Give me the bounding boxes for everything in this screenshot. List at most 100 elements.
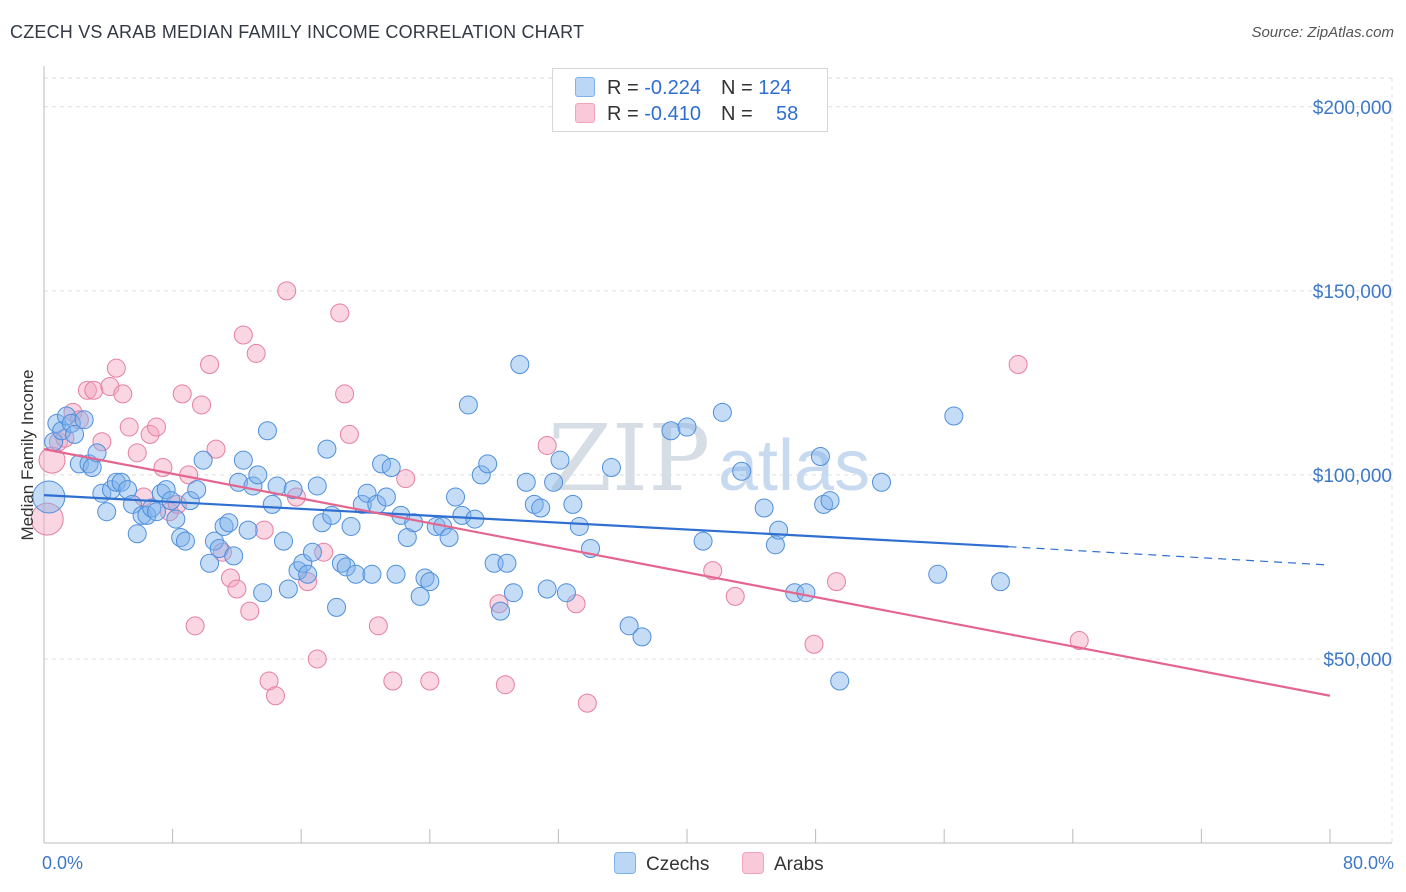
czech-point — [990, 572, 1010, 592]
czech-point — [346, 564, 366, 584]
czech-point — [550, 450, 570, 470]
czech-point — [327, 597, 347, 617]
czech-point — [471, 465, 491, 485]
czech-point — [810, 447, 830, 466]
arab-point — [185, 616, 205, 636]
czech-point — [381, 458, 401, 478]
arab-point — [265, 686, 285, 706]
arab-point — [826, 572, 846, 592]
arab-point — [1008, 354, 1028, 374]
czech-point — [147, 502, 167, 522]
czech-point — [302, 542, 322, 562]
czech-point — [516, 472, 536, 492]
arab-point — [30, 502, 64, 536]
arab-point — [140, 424, 160, 444]
czechs-trend-line — [43, 494, 1009, 548]
czech-point — [420, 572, 440, 592]
czech-point — [127, 524, 147, 544]
czech-point — [524, 494, 544, 514]
czech-point — [187, 480, 207, 500]
arab-point — [77, 380, 97, 400]
czech-point — [765, 535, 785, 555]
czech-point — [238, 520, 258, 540]
arab-point — [172, 384, 192, 404]
arab-point — [495, 675, 515, 695]
watermark-atlas: atlas — [718, 426, 870, 506]
arabs-swatch — [575, 103, 595, 123]
czech-point — [298, 564, 318, 584]
czech-point — [74, 410, 94, 430]
y-tick-label: $200,000 — [1313, 98, 1392, 119]
czech-point — [336, 557, 356, 577]
trend-lines — [43, 448, 1331, 697]
n-value-arabs: 58 — [775, 103, 799, 125]
czech-point — [317, 439, 337, 459]
y-tick-label: $100,000 — [1313, 466, 1392, 487]
czech-point — [257, 421, 277, 441]
arab-point — [420, 671, 440, 691]
arab-point — [200, 354, 220, 374]
y-tick-label: $50,000 — [1323, 650, 1392, 671]
czech-point — [87, 443, 107, 463]
czech-point — [224, 546, 244, 566]
czech-point — [111, 472, 131, 492]
czech-point — [193, 450, 213, 470]
czech-point — [944, 406, 964, 426]
czech-point — [253, 583, 273, 603]
czech-point — [556, 583, 576, 603]
czech-point — [677, 417, 697, 437]
czech-point — [386, 564, 406, 584]
czech-point — [262, 494, 282, 514]
czech-point — [497, 553, 517, 573]
arab-point — [339, 424, 359, 444]
y-tick-labels: $50,000 $100,000 $150,000 $200,000 — [1313, 98, 1392, 671]
czech-point — [312, 513, 332, 533]
czech-point — [278, 579, 298, 599]
czech-point — [97, 502, 117, 522]
arab-point — [206, 439, 226, 459]
arab-point — [227, 579, 247, 599]
arab-point — [254, 520, 274, 540]
czech-point — [458, 395, 478, 415]
r-label: R = — [607, 103, 639, 125]
czech-point — [510, 354, 530, 374]
arab-point — [383, 671, 403, 691]
czech-point — [307, 476, 327, 496]
arab-point — [330, 303, 350, 323]
czech-point — [537, 579, 557, 599]
arab-point — [92, 432, 112, 452]
arab-point — [298, 572, 318, 592]
arab-point — [220, 568, 240, 588]
arab-point — [240, 601, 260, 621]
czech-point — [928, 564, 948, 584]
czech-point — [830, 671, 850, 691]
czech-point — [872, 472, 892, 492]
czech-point — [274, 531, 294, 551]
watermark-zip: ZIP — [548, 405, 710, 512]
czech-point — [410, 586, 430, 606]
arab-point — [147, 417, 167, 437]
czech-point — [491, 601, 511, 621]
czech-point — [156, 480, 176, 500]
czech-point — [619, 616, 639, 636]
czech-point — [52, 421, 72, 441]
arab-point — [703, 561, 723, 581]
arab-point — [314, 542, 334, 562]
czech-point — [754, 498, 774, 518]
arab-point — [1069, 631, 1089, 651]
arab-point — [335, 384, 355, 404]
arab-point — [577, 693, 597, 713]
czech-point — [106, 472, 126, 492]
arab-point — [127, 443, 147, 463]
czech-point — [693, 531, 713, 551]
arab-point — [233, 325, 253, 345]
y-axis-label: Median Family Income — [18, 369, 37, 540]
czech-point — [293, 553, 313, 573]
arab-point — [119, 417, 139, 437]
czech-point — [563, 494, 583, 514]
czechs-legend-label: Czechs — [646, 854, 710, 875]
stats-legend: R = -0.224 N = 124 R = -0.410 N = 58 — [552, 68, 828, 132]
czech-point — [357, 483, 377, 503]
czech-point — [569, 516, 589, 536]
